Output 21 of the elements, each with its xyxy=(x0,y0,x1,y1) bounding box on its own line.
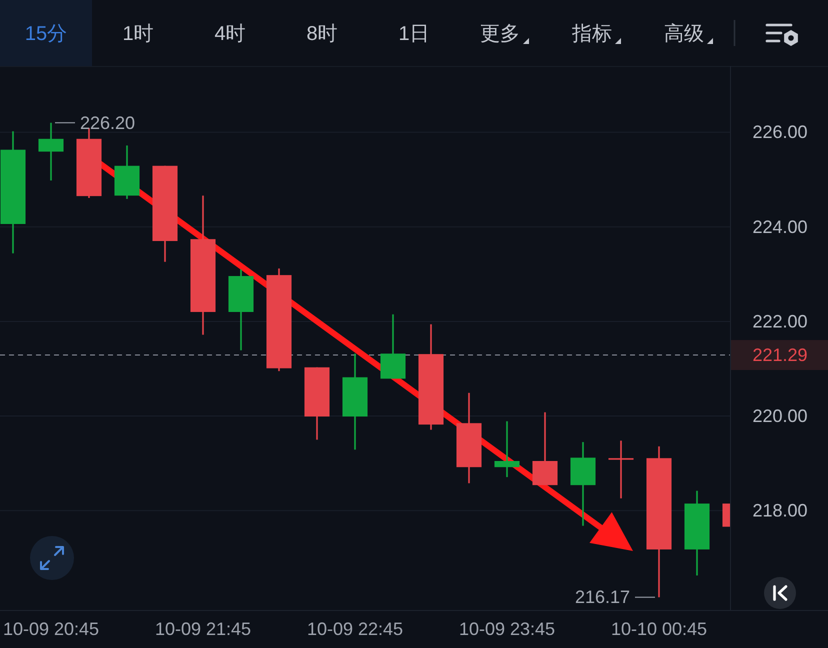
x-tick-label: 10-09 20:45 xyxy=(2,619,100,639)
y-tick-label: 226.00 xyxy=(752,122,808,142)
tab-label: 1日 xyxy=(398,23,430,45)
tab-label: 1时 xyxy=(122,23,154,45)
tab-label: 高级 xyxy=(664,23,704,45)
x-tick-label: 10-10 00:45 xyxy=(610,619,708,639)
tab-label: 8时 xyxy=(306,23,338,45)
x-tick-label: 10-09 22:45 xyxy=(306,619,404,639)
tab-label: 15分 xyxy=(24,23,68,45)
tab-label: 更多 xyxy=(480,23,520,45)
y-tick-label: 222.00 xyxy=(752,311,808,332)
y-tick-label: 220.00 xyxy=(752,406,808,426)
y-tick-label: 224.00 xyxy=(752,216,808,237)
x-tick-label: 10-09 23:45 xyxy=(458,619,556,639)
x-tick-label: 10-09 21:45 xyxy=(154,619,252,639)
annotation: 216.17 xyxy=(574,587,630,608)
tab-label: 4时 xyxy=(214,23,246,45)
tab-label: 指标 xyxy=(572,23,612,45)
y-tick-label: 218.00 xyxy=(752,500,808,521)
ref-line-label: 221.29 xyxy=(752,345,808,366)
annotation: 226.20 xyxy=(80,112,136,133)
